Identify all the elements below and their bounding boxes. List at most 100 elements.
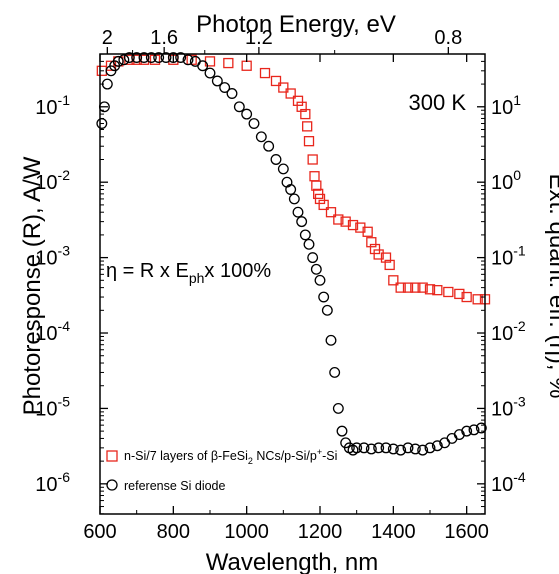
data-point-square [417,282,428,293]
data-point-square [278,82,289,93]
series-layer [96,52,491,456]
data-point-circle [292,206,304,218]
data-point-circle [204,67,216,79]
data-point-square [296,101,307,112]
data-point-square [395,282,406,293]
data-point-square [314,193,326,205]
data-point-square [292,95,304,106]
top-tick-label: 2 [102,27,113,49]
data-point-square [223,57,234,69]
data-point-circle [263,140,275,152]
data-point-circle [373,442,385,454]
legend-marker-black-circle [106,479,118,491]
top-axis: Photon Energy, eV 2 1.6 1.2 0.8 [102,11,462,54]
data-point-circle [112,55,124,67]
y2-tick-label: 101 [491,92,521,119]
y2-tick-label: 100 [491,167,521,194]
x-tick-label: 1400 [371,521,416,543]
data-point-circle [226,88,238,99]
data-point-square [373,249,384,260]
data-point-circle [285,184,297,195]
y-tick-label: 10-1 [35,92,70,119]
data-point-circle [255,131,267,143]
data-point-square [285,88,296,99]
y-tick-label: 10-2 [35,167,70,194]
data-point-circle [248,118,260,129]
data-point-square [454,288,465,300]
data-point-square [384,259,395,271]
data-point-square [443,286,454,298]
data-point-circle [160,52,172,63]
data-point-square [311,180,322,191]
data-point-square [472,294,483,305]
data-point-circle [446,432,458,444]
data-point-circle [153,52,165,63]
data-point-square [309,171,320,182]
data-point-circle [182,54,194,66]
legend-marker-red-square [106,450,118,462]
data-point-square [241,60,252,71]
plot-frame [99,53,486,515]
data-point-circle [431,440,443,452]
x-tick-label: 1000 [224,521,269,543]
data-point-circle [387,443,399,455]
data-point-square [424,284,436,295]
y-tick-label: 10-3 [35,243,70,270]
data-point-square [307,154,318,165]
data-point-square [259,67,271,79]
legend-label-fesi2: n-Si/7 layers of β-FeSi2 NCs/p-Si/p+-Si [124,447,337,466]
x-tick-label: 1600 [444,521,489,543]
data-point-circle [358,442,370,454]
data-point-circle [277,163,289,175]
y2-tick-label: 10-4 [491,469,526,496]
x-axis-title: Wavelength, nm [206,549,379,574]
data-point-circle [402,442,414,454]
y2-axis-title: Ext. quant. eff. (η), % [544,174,559,399]
top-axis-ticks: 2 1.6 1.2 0.8 [102,27,462,54]
data-point-square [340,216,351,227]
top-tick-label: 1.6 [150,27,178,49]
data-point-circle [475,422,487,434]
data-point-circle [310,263,322,275]
data-point-circle [417,444,429,456]
data-point-circle [145,52,157,63]
data-point-circle [219,82,231,93]
x-tick-label: 600 [83,521,116,543]
data-point-square [388,275,399,286]
top-axis-title: Photon Energy, eV [196,11,396,38]
data-point-square [410,282,421,293]
data-point-circle [351,442,363,454]
data-point-circle [299,229,311,241]
y2-tick-label: 10-2 [491,318,526,345]
data-point-circle [307,252,319,264]
x-tick-label: 1200 [298,521,343,543]
data-point-circle [314,274,326,286]
data-point-square [333,214,344,225]
data-point-circle [118,54,130,66]
legend: n-Si/7 layers of β-FeSi2 NCs/p-Si/p+-Si … [106,447,337,493]
top-tick-label: 1.2 [245,27,273,49]
data-point-square [302,121,313,132]
data-point-circle [175,52,187,63]
bottom-axis-ticks: 600 800 1000 1200 1400 1600 [83,54,489,543]
data-point-circle [270,154,282,165]
data-point-square [347,219,359,231]
data-point-circle [329,366,341,378]
data-point-circle [197,60,209,72]
y2-tick-label: 10-1 [491,243,526,270]
data-point-circle [336,425,348,437]
formula-lead: η = R x E [106,260,189,282]
legend-label-reference: referense Si diode [124,479,226,493]
data-point-square [366,237,377,248]
data-point-circle [296,216,308,228]
data-point-square [325,207,337,218]
data-point-circle [332,402,344,414]
data-point-circle [123,52,135,63]
data-point-square [380,252,392,263]
data-point-square [318,199,329,211]
right-axis-ticks: 10-4 10-3 10-2 10-1 100 101 [477,53,526,515]
data-point-square [369,243,381,255]
data-point-circle [424,442,436,454]
data-point-square [300,108,311,120]
